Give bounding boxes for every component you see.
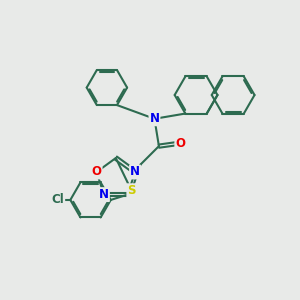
Text: N: N [149,112,160,125]
Text: N: N [99,188,109,201]
Text: N: N [130,166,140,178]
Text: O: O [92,166,102,178]
Text: O: O [175,137,185,150]
Text: S: S [127,184,136,197]
Text: Cl: Cl [52,194,64,206]
